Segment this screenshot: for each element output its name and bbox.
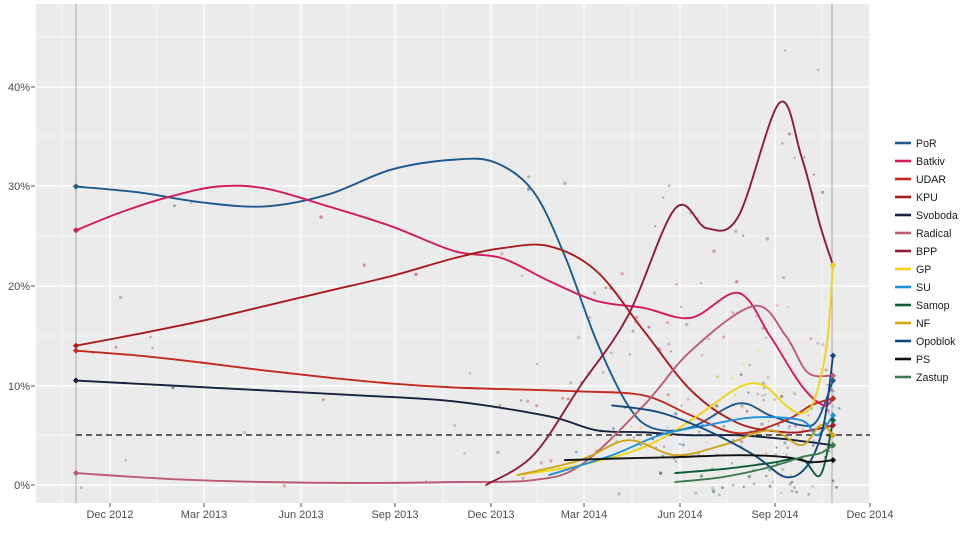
svg-text:30%: 30% [8,181,30,193]
svg-text:20%: 20% [8,281,30,293]
svg-text:Zastup: Zastup [916,372,948,384]
svg-text:10%: 10% [8,381,30,393]
svg-text:KPU: KPU [916,192,938,204]
svg-text:Sep 2014: Sep 2014 [751,509,798,521]
svg-text:Opoblok: Opoblok [916,336,956,348]
svg-text:Batkiv: Batkiv [916,156,946,168]
svg-text:Jun 2013: Jun 2013 [278,509,323,521]
svg-text:0%: 0% [14,480,30,492]
svg-text:Sep 2013: Sep 2013 [371,509,418,521]
svg-text:Mar 2014: Mar 2014 [561,509,607,521]
svg-text:Dec 2013: Dec 2013 [467,509,514,521]
svg-text:SU: SU [916,282,931,294]
svg-text:PoR: PoR [916,138,937,150]
svg-text:NF: NF [916,318,931,330]
svg-text:GP: GP [916,264,931,276]
svg-text:Samop: Samop [916,300,950,312]
svg-text:Mar 2013: Mar 2013 [181,509,227,521]
svg-text:Svoboda: Svoboda [916,210,958,222]
svg-text:Dec 2014: Dec 2014 [846,509,893,521]
svg-text:Dec 2012: Dec 2012 [86,509,133,521]
svg-text:PS: PS [916,354,930,366]
svg-text:Jun 2014: Jun 2014 [657,509,702,521]
svg-text:BPP: BPP [916,246,937,258]
svg-text:Radical: Radical [916,228,951,240]
svg-text:40%: 40% [8,82,30,94]
svg-text:UDAR: UDAR [916,174,946,186]
